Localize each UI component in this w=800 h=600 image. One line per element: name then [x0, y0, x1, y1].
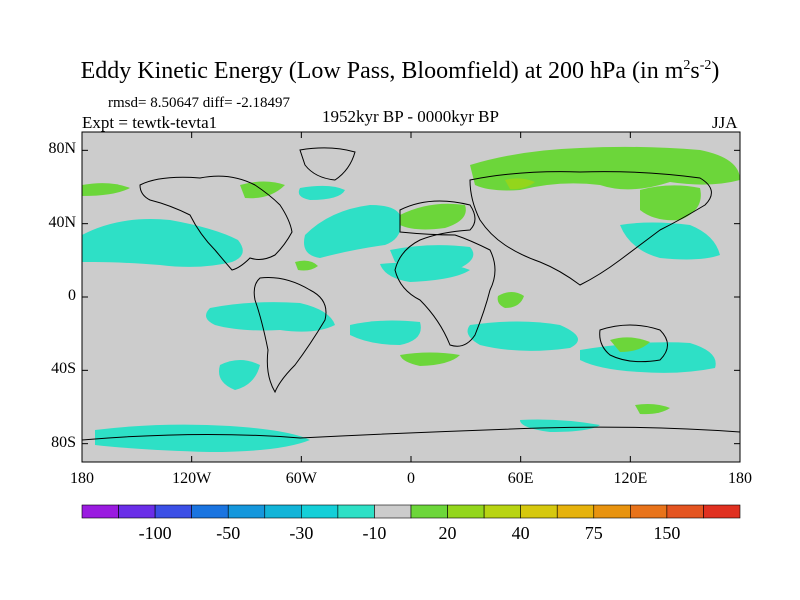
colorbar-label: -100 [138, 523, 172, 543]
cyan-patch-australia-south [580, 342, 716, 373]
stats-text: rmsd= 8.50647 diff= -2.18497 [108, 95, 291, 111]
lat-label: 40N [48, 213, 76, 231]
colorbar-swatch [483, 504, 521, 519]
colorbar-swatch [410, 504, 448, 519]
coast-asia [469, 171, 712, 286]
lat-label: 80N [48, 140, 76, 158]
experiment-label: Expt = tewtk-tevta1 [82, 113, 218, 132]
world-map [81, 131, 741, 463]
colorbar-swatch [703, 504, 741, 519]
colorbar-swatch [191, 504, 229, 519]
cyan-patch-north-pacific [82, 219, 243, 267]
coast-antarctica [81, 426, 741, 441]
green-patch-tasman [635, 404, 670, 415]
colorbar-label: -10 [362, 523, 387, 543]
cyan-patch-antarctic-2 [520, 419, 600, 432]
plot-title: Eddy Kinetic Energy (Low Pass, Bloomfiel… [80, 58, 720, 84]
colorbar-label: 40 [511, 523, 530, 543]
period-label: 1952kyr BP - 0000kyr BP [322, 107, 499, 126]
axis-ticks [81, 132, 741, 462]
green-patch-west-africa [295, 260, 318, 271]
coast-australia [599, 324, 668, 363]
lon-label: 60W [285, 470, 317, 487]
lat-label: 80S [51, 433, 76, 451]
cyan-patch-canada [298, 185, 345, 200]
colorbar-swatch [447, 504, 485, 519]
colorbar-swatch [593, 504, 631, 519]
colorbar-swatch [118, 504, 156, 519]
colorbar-swatch [556, 504, 595, 519]
colorbar-label: -50 [216, 523, 241, 543]
colorbar-swatch [630, 504, 668, 519]
cyan-patch-north-atlantic [304, 205, 401, 258]
lon-label: 120W [172, 470, 212, 487]
cyan-patch-pacific-east [620, 222, 720, 260]
green-patch-arctic [470, 146, 740, 191]
colorbar [81, 504, 741, 519]
colorbar-swatch [227, 504, 266, 519]
anomaly-shading [82, 146, 740, 452]
cyan-patch-south-pacific [206, 302, 335, 332]
lon-label: 60E [507, 470, 534, 487]
lon-label: 0 [407, 470, 415, 487]
coast-europe-africa [394, 200, 496, 347]
lat-label: 0 [68, 287, 76, 304]
colorbar-label: 20 [438, 523, 457, 543]
green-patch-asia-east [640, 185, 701, 221]
colorbar-swatch [154, 504, 192, 519]
colorbar-swatch [666, 504, 704, 519]
colorbar-swatch [520, 504, 558, 519]
colorbar-label: 150 [653, 523, 681, 543]
colorbar-swatch [264, 504, 302, 519]
lon-label: 120E [613, 470, 648, 487]
lightgreen-patch-mongolia [505, 178, 535, 190]
lat-label: 40S [51, 360, 76, 378]
colorbar-label: 75 [584, 523, 603, 543]
cyan-patch-south-pacific-2 [219, 360, 260, 390]
green-patch-alaska [82, 183, 130, 196]
colorbar-swatch [301, 504, 339, 519]
coast-greenland [299, 147, 356, 181]
colorbar-swatch [374, 504, 412, 519]
green-patch-south-indian [400, 352, 460, 366]
lon-label: 180 [70, 470, 94, 487]
colorbar-swatch [81, 504, 119, 519]
season-label: JJA [712, 113, 738, 132]
colorbar-swatch [337, 504, 375, 519]
green-patch-europe [400, 203, 466, 230]
colorbar-label: -30 [289, 523, 314, 543]
green-patch-west-indian [497, 292, 524, 308]
cyan-patch-atlantic-band [380, 262, 470, 282]
coastlines [81, 147, 741, 441]
cyan-patch-south-indian [467, 321, 578, 351]
coast-north-america [139, 175, 293, 271]
cyan-patch-antarctic [95, 424, 310, 452]
green-patch-australia [610, 337, 650, 352]
cyan-patch-south-atlantic [350, 320, 421, 345]
lon-label: 180 [728, 470, 752, 487]
coast-south-america [253, 277, 327, 394]
